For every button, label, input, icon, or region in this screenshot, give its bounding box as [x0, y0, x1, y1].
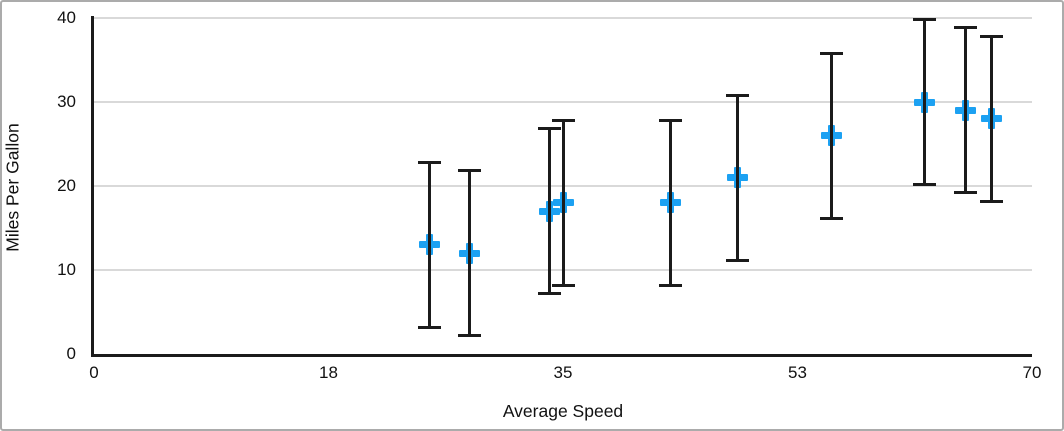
error-bar-cap-top: [658, 118, 682, 122]
error-bar-cap-bottom: [953, 191, 977, 195]
error-bar: [913, 18, 937, 186]
x-tick-label: 35: [553, 363, 573, 382]
error-bar: [538, 127, 562, 296]
error-bar-cap-top: [725, 93, 749, 97]
y-tick-label: 40: [57, 8, 76, 27]
error-bar-cap-bottom: [725, 258, 749, 262]
x-tick-label: 18: [319, 363, 338, 382]
y-tick-label: 30: [57, 92, 76, 111]
y-tick-label: 10: [57, 260, 76, 279]
error-bar-stem: [561, 118, 565, 287]
error-bar-stem: [735, 93, 739, 262]
error-bar-stem: [923, 18, 927, 186]
y-tick-label: 20: [57, 176, 76, 195]
x-axis-line: [91, 354, 1032, 357]
error-bar-cap-bottom: [538, 292, 562, 296]
error-bar-stem: [668, 118, 672, 287]
error-bar: [953, 26, 977, 195]
error-bar: [551, 118, 575, 287]
error-bar: [819, 51, 843, 220]
error-bar: [457, 169, 481, 338]
error-bar-cap-bottom: [658, 283, 682, 287]
error-bar-stem: [427, 160, 431, 329]
error-bar-stem: [829, 51, 833, 220]
x-tick-label: 53: [788, 363, 807, 382]
error-bar-cap-top: [980, 34, 1004, 38]
error-bar: [658, 118, 682, 287]
y-tick-label: 0: [66, 344, 76, 363]
error-bar-cap-top: [913, 18, 937, 21]
error-bar-cap-bottom: [913, 183, 937, 186]
gridline: [94, 101, 1032, 103]
error-bar-cap-bottom: [819, 216, 843, 220]
error-bar-cap-top: [457, 169, 481, 173]
error-bar: [417, 160, 441, 329]
y-axis-line: [91, 16, 94, 357]
x-axis-title: Average Speed: [502, 401, 624, 421]
error-bar-cap-top: [819, 51, 843, 55]
error-bar-cap-top: [551, 118, 575, 122]
error-bar-cap-bottom: [551, 283, 575, 287]
gridline: [94, 17, 1032, 19]
error-bar-cap-bottom: [417, 325, 441, 329]
x-tick-label: 70: [1022, 363, 1042, 382]
error-bar-cap-bottom: [980, 199, 1004, 203]
error-bar: [725, 93, 749, 262]
error-bar-cap-top: [953, 26, 977, 30]
plot-area: [94, 17, 1032, 354]
error-bar-cap-bottom: [457, 334, 481, 338]
error-bar-stem: [548, 127, 552, 296]
error-bar-stem: [467, 169, 471, 338]
error-bar: [980, 34, 1004, 203]
error-bar-cap-top: [538, 127, 562, 131]
error-bar-cap-top: [417, 160, 441, 164]
error-bar-stem: [990, 34, 994, 203]
error-bar-stem: [963, 26, 967, 195]
x-tick-label: 0: [89, 363, 99, 382]
